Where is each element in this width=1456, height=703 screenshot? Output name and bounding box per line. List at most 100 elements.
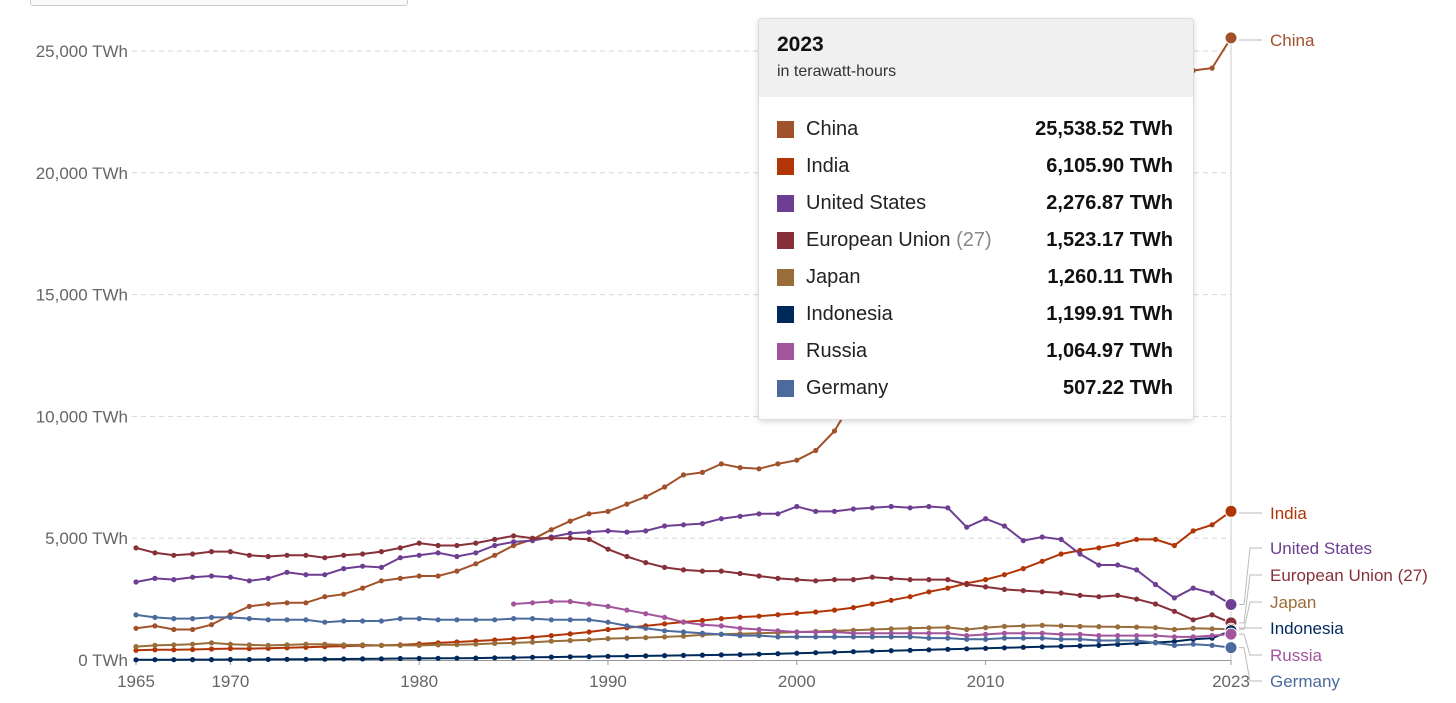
tooltip-row-value: 1,260.11 TWh <box>1047 266 1173 288</box>
data-point <box>680 652 687 659</box>
y-tick-label: 25,000 TWh <box>36 42 128 61</box>
data-point <box>548 598 554 605</box>
data-point <box>152 614 158 621</box>
tooltip-row-name: India <box>806 155 849 178</box>
data-point <box>643 625 649 631</box>
data-point <box>322 555 328 561</box>
data-point <box>1096 545 1102 551</box>
data-point <box>567 617 573 623</box>
data-point <box>322 641 328 647</box>
data-point <box>1115 641 1121 648</box>
data-point <box>341 618 347 624</box>
data-point <box>1077 551 1083 557</box>
data-point <box>756 626 762 633</box>
data-point <box>454 655 460 661</box>
tooltip-row-label: China <box>806 118 859 140</box>
data-point <box>190 626 196 633</box>
data-point <box>756 633 762 639</box>
y-tick-label: 0 TWh <box>78 651 128 670</box>
data-point <box>737 633 743 639</box>
data-point <box>1096 642 1102 649</box>
data-point <box>284 656 290 662</box>
tooltip-row: Germany 507.22 TWh <box>777 374 1173 404</box>
data-point <box>869 601 875 607</box>
data-point <box>624 553 630 560</box>
data-point <box>548 535 554 541</box>
data-point <box>1190 528 1196 534</box>
data-point <box>850 506 857 512</box>
data-point <box>831 577 838 583</box>
data-point <box>699 469 706 475</box>
data-point <box>510 655 517 661</box>
data-point <box>416 616 422 622</box>
data-point <box>1020 566 1026 572</box>
data-point <box>1134 567 1140 573</box>
data-point <box>756 511 762 517</box>
data-point <box>888 634 894 640</box>
data-point <box>926 635 932 641</box>
data-point <box>1001 630 1008 636</box>
data-point <box>190 574 196 580</box>
tooltip-swatch <box>777 121 794 138</box>
data-point <box>378 549 384 555</box>
data-point <box>624 653 630 659</box>
data-point <box>813 629 819 635</box>
data-point <box>190 641 196 647</box>
data-point <box>680 619 687 625</box>
data-point <box>1058 631 1064 638</box>
tooltip-header: 2023 in terawatt-hours <box>759 19 1193 97</box>
top-control-frame[interactable] <box>30 0 408 6</box>
end-label: United States <box>1270 539 1372 558</box>
data-point <box>208 614 215 621</box>
data-point <box>1077 592 1083 599</box>
data-point <box>983 577 989 583</box>
data-point <box>548 638 554 644</box>
data-point <box>246 552 252 558</box>
x-tick-label: 2000 <box>778 672 816 691</box>
data-point <box>492 640 498 647</box>
data-point <box>190 616 196 622</box>
data-point <box>907 630 913 636</box>
data-point <box>473 540 479 546</box>
data-point <box>1209 612 1215 618</box>
data-point <box>1224 641 1238 655</box>
data-point <box>945 577 951 583</box>
data-point <box>152 647 158 653</box>
data-point <box>605 603 611 610</box>
data-point <box>1096 637 1102 644</box>
data-point <box>964 581 970 588</box>
data-point <box>1224 504 1238 518</box>
data-point <box>567 631 573 637</box>
data-point <box>794 650 800 656</box>
data-point <box>303 641 309 647</box>
tooltip-row-name: European Union (27) <box>806 229 992 252</box>
data-point <box>1001 523 1008 529</box>
data-point <box>1020 538 1026 544</box>
data-point <box>246 642 252 648</box>
data-point <box>322 619 328 625</box>
data-point <box>473 641 479 647</box>
data-point <box>567 637 573 644</box>
data-point <box>869 626 875 633</box>
data-point <box>1115 592 1121 599</box>
data-point <box>605 636 611 642</box>
data-point <box>869 634 875 640</box>
tooltip-row-name: Indonesia <box>806 303 893 326</box>
data-point <box>1058 551 1064 557</box>
data-point <box>1152 581 1159 588</box>
data-point <box>1152 625 1159 631</box>
data-point <box>284 642 290 648</box>
tooltip-row: India 6,105.90 TWh <box>777 152 1173 182</box>
data-point <box>945 630 951 636</box>
data-point <box>1152 536 1159 543</box>
data-point <box>1224 31 1238 45</box>
data-point <box>152 642 158 649</box>
data-point <box>643 653 649 659</box>
data-point <box>378 618 384 624</box>
x-tick-label: 2023 <box>1212 672 1250 691</box>
data-point <box>265 575 271 582</box>
data-point <box>397 616 403 622</box>
data-point <box>171 657 177 663</box>
data-point <box>718 568 724 574</box>
data-point <box>567 518 573 524</box>
